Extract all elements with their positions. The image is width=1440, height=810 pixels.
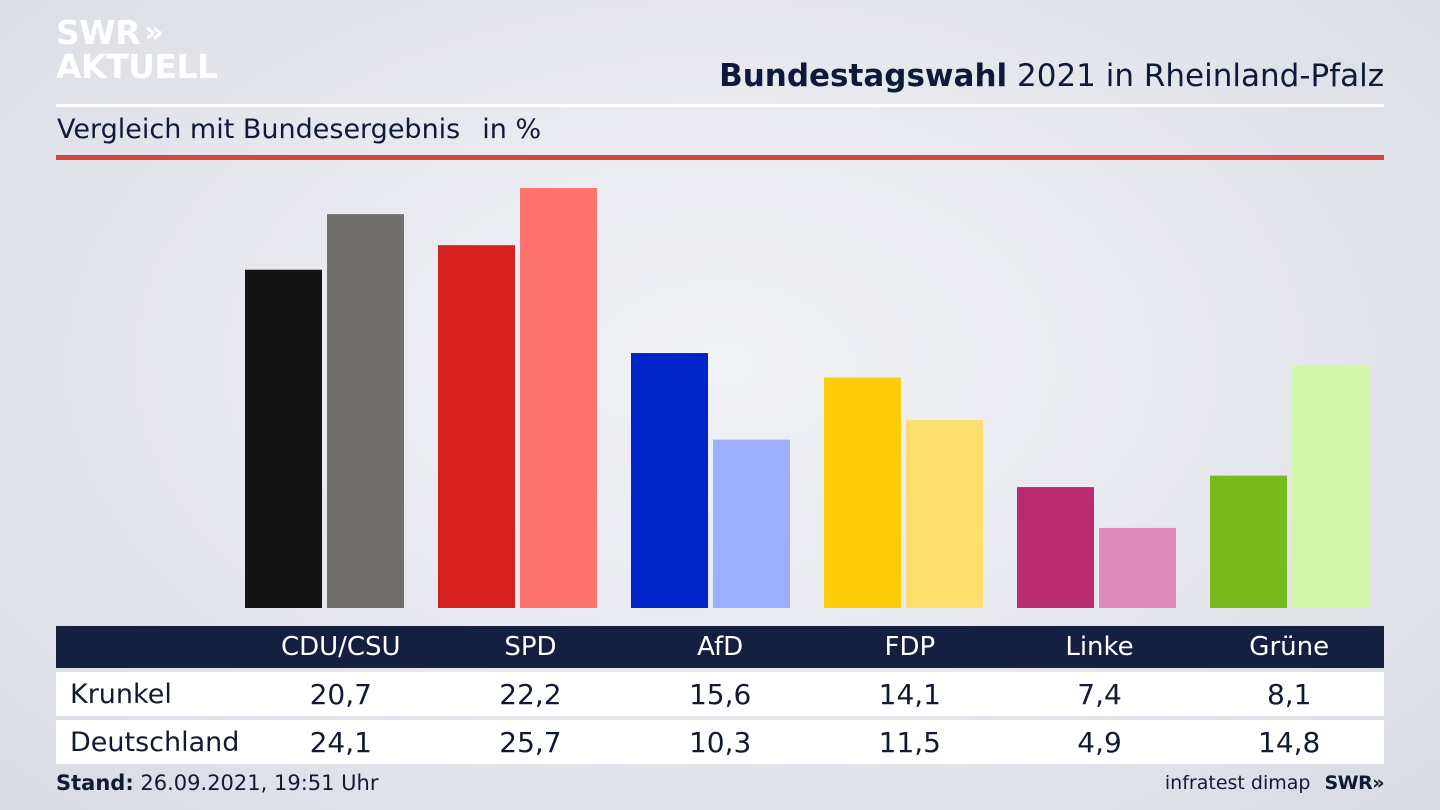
logo-aktuell-text: AKTUELL bbox=[56, 47, 218, 86]
table-header-cell: FDP bbox=[884, 632, 936, 662]
source-credit: infratest dimap SWR» bbox=[1164, 772, 1385, 794]
chart-unit: in % bbox=[482, 114, 542, 145]
table-cell: 14,1 bbox=[878, 677, 941, 711]
table-cell: 7,4 bbox=[1077, 677, 1122, 711]
table-cell: 8,1 bbox=[1266, 677, 1312, 711]
table-cell: 25,7 bbox=[499, 725, 562, 759]
bar-primary-5 bbox=[1210, 475, 1287, 608]
logo-swr-text: SWR bbox=[56, 13, 141, 52]
table-row-label: Deutschland bbox=[70, 726, 240, 758]
bar-primary-2 bbox=[631, 353, 708, 608]
timestamp: Stand: 26.09.2021, 19:51 Uhr bbox=[56, 771, 379, 795]
table-header-cell: Linke bbox=[1065, 632, 1134, 662]
table-cell: 10,3 bbox=[688, 725, 752, 759]
title-rest: 2021 in Rheinland-Pfalz bbox=[1007, 58, 1384, 94]
table-cell: 24,1 bbox=[309, 725, 372, 759]
accent-divider bbox=[56, 155, 1384, 160]
chart-subtitle-row: Vergleich mit Bundesergebnis in % bbox=[57, 114, 541, 145]
timestamp-value: 26.09.2021, 19:51 Uhr bbox=[133, 771, 379, 795]
table-cell: 11,5 bbox=[878, 725, 941, 759]
table-row-label: Krunkel bbox=[70, 678, 172, 710]
table-header-cell: SPD bbox=[504, 632, 557, 662]
table-row: Deutschland 24,1 25,7 10,3 11,5 4,9 14,8 bbox=[56, 720, 1384, 764]
bar-comparison-4 bbox=[1099, 527, 1176, 608]
page-title: Bundestagswahl 2021 in Rheinland-Pfalz bbox=[719, 58, 1384, 94]
bar-primary-4 bbox=[1017, 487, 1094, 608]
bar-primary-3 bbox=[824, 377, 901, 608]
title-bold: Bundestagswahl bbox=[719, 58, 1008, 94]
results-table: CDU/CSU SPD AfD FDP Linke Grüne Krunkel … bbox=[56, 626, 1384, 764]
bar-comparison-5 bbox=[1292, 366, 1369, 608]
table-cell: 4,9 bbox=[1077, 725, 1122, 759]
bar-comparison-3 bbox=[906, 420, 983, 608]
bar-chart bbox=[245, 188, 1369, 609]
table-row: Krunkel 20,7 22,2 15,6 14,1 7,4 8,1 bbox=[56, 672, 1384, 716]
swr-aktuell-logo: SWR » AKTUELL bbox=[56, 16, 218, 84]
table-cell: 22,2 bbox=[499, 677, 562, 711]
bar-primary-0 bbox=[245, 269, 322, 608]
chart-subtitle: Vergleich mit Bundesergebnis bbox=[57, 114, 461, 145]
bar-primary-1 bbox=[438, 245, 515, 609]
bar-comparison-2 bbox=[713, 439, 790, 608]
swr-brand-mark: SWR» bbox=[1324, 772, 1384, 794]
title-divider bbox=[56, 104, 1384, 107]
table-header-cell: AfD bbox=[697, 632, 744, 662]
table-cell: 20,7 bbox=[309, 677, 372, 711]
bar-comparison-1 bbox=[520, 188, 597, 608]
timestamp-label: Stand: bbox=[56, 771, 134, 795]
source-text: infratest dimap bbox=[1164, 772, 1311, 794]
table-header-row: CDU/CSU SPD AfD FDP Linke Grüne bbox=[56, 626, 1384, 668]
table-cell: 15,6 bbox=[688, 677, 752, 711]
table-header-cell: CDU/CSU bbox=[280, 632, 401, 662]
table-header-cell: Grüne bbox=[1249, 632, 1330, 662]
bar-comparison-0 bbox=[327, 214, 404, 608]
table-cell: 14,8 bbox=[1258, 725, 1321, 759]
